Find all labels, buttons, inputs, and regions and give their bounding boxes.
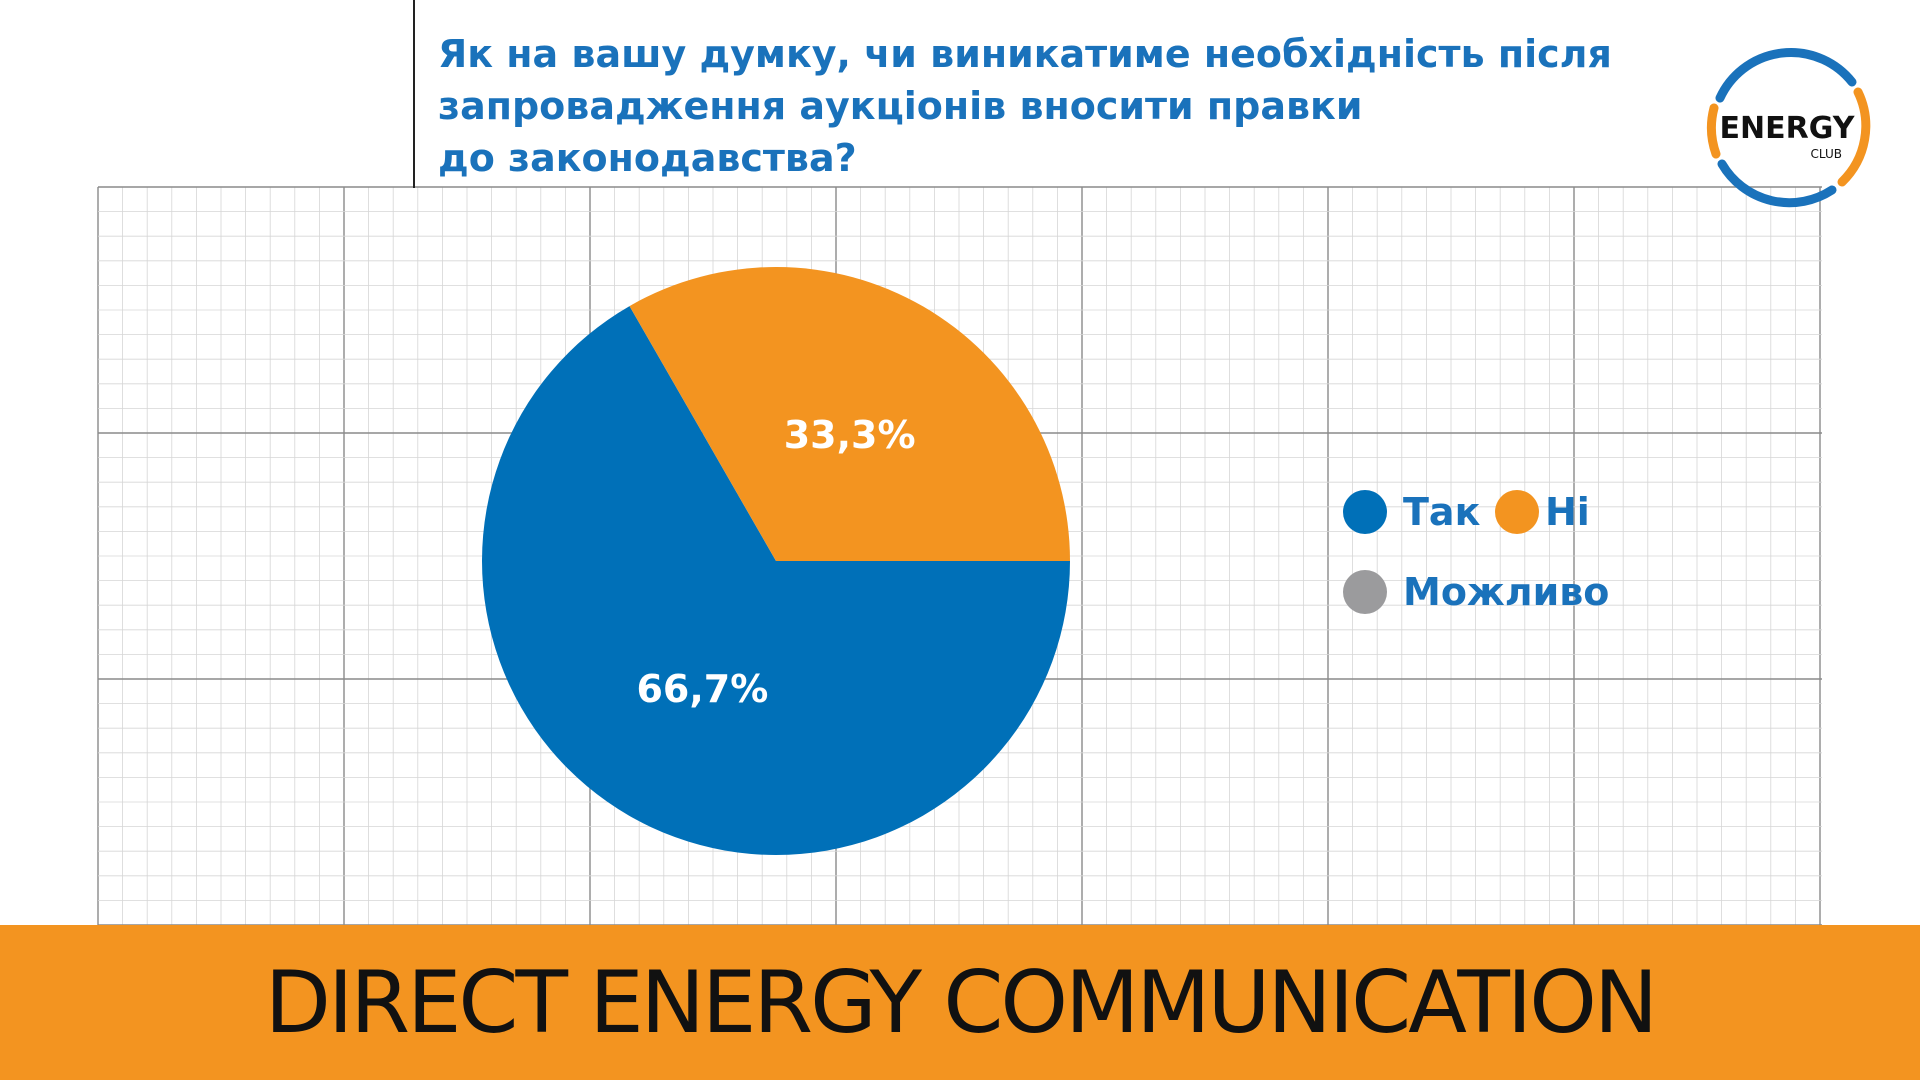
logo-text: ENERGY [1720,111,1856,146]
legend-item-mozhlyvo: Можливо [1343,570,1609,614]
logo-arc-left [1706,103,1721,159]
legend-item-ni: Ні [1495,490,1590,534]
logo-arc-top [1715,48,1857,103]
chart-title-line-3: до законодавства? [438,136,857,180]
logo-arc-bottom [1717,159,1837,208]
chart-title-line-2: запровадження аукціонів вносити правки [438,84,1363,128]
legend-swatch-ni [1495,490,1539,534]
pie-data-label-1: 33,3% [784,413,916,457]
logo-subtext: CLUB [1811,147,1842,161]
pie-data-label-0: 66,7% [636,667,768,711]
logo-arc-right [1837,87,1871,187]
legend-item-tak: Так [1343,490,1480,534]
legend-label-mozhlyvo: Можливо [1403,570,1610,614]
chart-title-line-1: Як на вашу думку, чи виникатиме необхідн… [438,32,1612,76]
footer-banner: DIRECT ENERGY COMMUNICATION [0,925,1920,1080]
legend-swatch-mozhlyvo [1343,570,1387,614]
pie-slice-0 [481,306,1070,856]
title-divider-line [413,0,415,188]
chart-title: Як на вашу думку, чи виникатиме необхідн… [438,28,1638,184]
legend-label-tak: Так [1403,490,1481,534]
legend-label-ni: Ні [1545,490,1590,534]
legend-swatch-tak [1343,490,1387,534]
footer-text: DIRECT ENERGY COMMUNICATION [264,952,1659,1053]
energy-club-logo: ENERGY CLUB [1706,48,1871,208]
pie-slice-1 [629,266,1070,561]
